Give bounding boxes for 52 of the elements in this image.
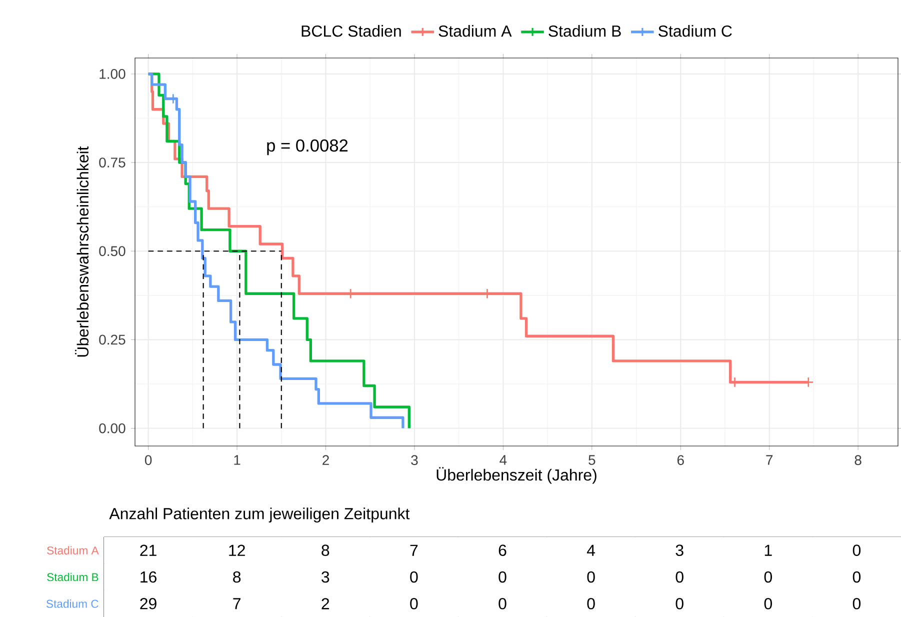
x-tick-label: 3 xyxy=(411,455,418,466)
y-tick-label: Stadium C xyxy=(46,599,98,608)
x-tick-label: 6 xyxy=(677,455,684,466)
data-label: 0 xyxy=(498,598,506,610)
data-label: 16 xyxy=(140,571,156,583)
data-label: 3 xyxy=(322,571,330,583)
data-label: 6 xyxy=(498,544,506,556)
x-tick-label: 0 xyxy=(144,455,152,466)
data-label: 0 xyxy=(587,598,595,610)
data-label: 7 xyxy=(410,544,418,556)
x-tick-label: 1 xyxy=(234,455,240,465)
data-label: 0 xyxy=(852,544,861,556)
data-label: 0 xyxy=(587,571,595,583)
y-tick-label: Stadium A xyxy=(47,546,99,554)
data-label: 21 xyxy=(140,544,156,556)
x-tick-label: 8 xyxy=(854,455,862,466)
legend-label: Stadium B xyxy=(548,25,621,37)
data-label: 0 xyxy=(410,598,418,610)
data-label: 29 xyxy=(140,598,156,610)
data-label: 0 xyxy=(852,598,861,610)
data-label: 0 xyxy=(852,571,861,583)
data-label: 7 xyxy=(233,598,240,610)
y-tick-label: 0.00 xyxy=(99,423,126,434)
data-label: 0 xyxy=(410,571,418,583)
data-label: 8 xyxy=(233,571,241,583)
x-tick-label: 4 xyxy=(500,455,507,465)
data-label: 4 xyxy=(586,544,596,556)
data-label: 0 xyxy=(676,571,684,583)
y-tick-label: 0.25 xyxy=(99,334,126,345)
data-label: 0 xyxy=(764,571,772,583)
legend-label: Stadium C xyxy=(658,25,732,37)
data-label: 0 xyxy=(764,598,772,610)
chart-title: Anzahl Patienten zum jeweiligen Zeitpunkt xyxy=(109,508,410,523)
x-tick-label: 2 xyxy=(322,455,329,465)
y-axis-title: Überlebenswahrscheinlichkeit xyxy=(75,146,89,357)
data-label: 3 xyxy=(676,544,684,556)
x-axis-title: Überlebenszeit (Jahre) xyxy=(436,467,596,484)
legend-label: Stadium A xyxy=(438,25,512,37)
legend-title: BCLC Stadien xyxy=(302,25,401,37)
data-label: 2 xyxy=(322,598,330,610)
y-tick-label: Stadium B xyxy=(47,572,98,582)
y-tick-label: 0.50 xyxy=(99,246,126,256)
data-label: 0 xyxy=(676,598,684,610)
x-tick-label: 5 xyxy=(588,455,596,465)
data-label: 8 xyxy=(322,544,330,556)
x-tick-label: 7 xyxy=(766,455,773,465)
data-label: 12 xyxy=(229,544,245,556)
y-tick-label: 0.75 xyxy=(99,158,126,168)
data-label: 1 xyxy=(764,544,772,556)
data-label: 0 xyxy=(498,571,506,583)
y-tick-label: 1.00 xyxy=(100,68,126,79)
annotation: p = 0.0082 xyxy=(267,139,348,156)
